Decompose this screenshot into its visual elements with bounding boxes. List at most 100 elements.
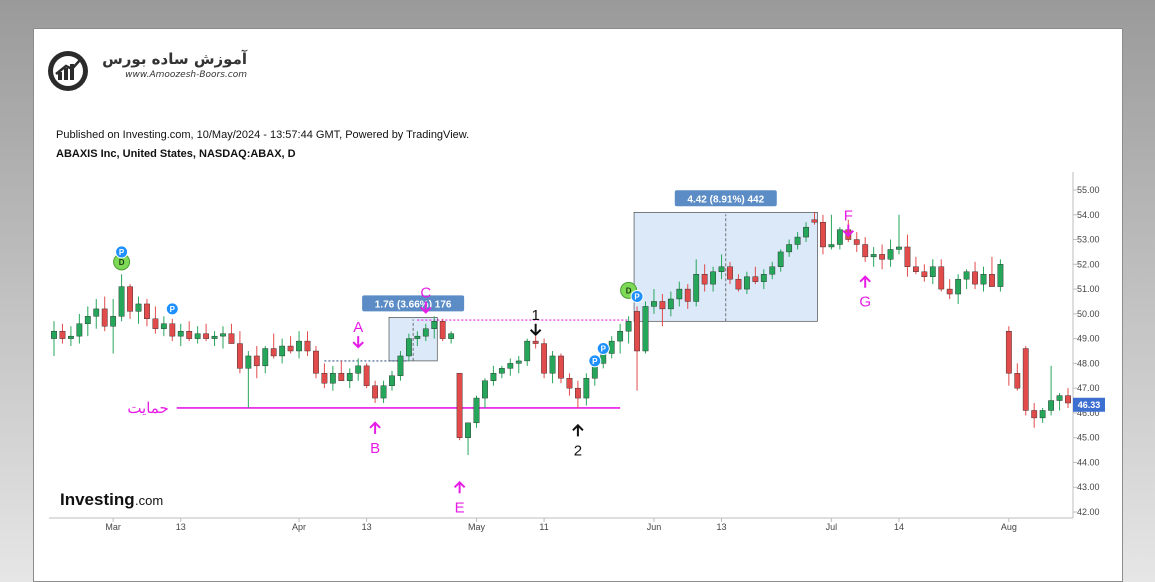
candle-body — [169, 323, 176, 337]
candle-body — [887, 249, 894, 260]
candle-body — [110, 316, 117, 327]
candle-body — [473, 397, 480, 424]
x-tick-label: 13 — [717, 522, 727, 532]
annotation-label: 1 — [531, 307, 539, 324]
support-label: حمایت — [127, 400, 168, 417]
candle-body — [1014, 373, 1021, 389]
candle-body — [836, 229, 843, 245]
last-price-badge: 46.33 — [1073, 397, 1105, 412]
candle-body — [236, 343, 243, 369]
published-line: Published on Investing.com, 10/May/2024 … — [56, 129, 470, 141]
pattern-marker — [630, 290, 644, 304]
candle-body — [1022, 348, 1029, 411]
y-tick-label: 49.00 — [1077, 334, 1100, 344]
candle-body — [363, 365, 370, 386]
candle-body — [220, 333, 226, 337]
candle-body — [296, 340, 302, 352]
logo-url: www.Amoozesh-Boors.com — [125, 70, 247, 80]
candle-body — [152, 318, 159, 329]
candle-body — [651, 301, 657, 307]
candle-body — [820, 222, 826, 248]
annotation-arrow — [369, 421, 381, 434]
candle-body — [498, 368, 505, 374]
candle-body — [853, 239, 860, 245]
candle-body — [735, 278, 742, 290]
watermark-suffix: .com — [135, 493, 163, 508]
annotation-arrow — [352, 336, 364, 349]
line-layer: حمایت — [127, 319, 629, 417]
candle-body — [532, 340, 539, 344]
candle-body — [566, 378, 573, 389]
candle-body — [465, 422, 471, 438]
candle-body — [1031, 410, 1038, 419]
candle-body — [1048, 400, 1055, 411]
candle-body — [59, 330, 66, 339]
logo-title: آموزش ساده بورس — [102, 50, 247, 68]
candle-body — [1065, 395, 1071, 404]
candle-body — [287, 345, 294, 352]
candle-body — [490, 373, 497, 381]
candle-body — [194, 333, 201, 339]
candle-body — [701, 274, 708, 285]
candle-body — [338, 373, 345, 381]
candle-body — [482, 380, 488, 399]
candle-body — [642, 306, 649, 352]
candle-body — [321, 373, 328, 384]
candle-body — [676, 288, 683, 300]
measure-label: 1.76 (3.66%) 176 — [375, 299, 452, 310]
pattern-marker — [165, 302, 179, 316]
x-tick-label: Jun — [647, 522, 662, 532]
candle-body — [101, 308, 108, 327]
candle-body — [777, 251, 784, 267]
candle-body — [870, 254, 877, 258]
y-tick-label: 44.00 — [1077, 457, 1100, 467]
candle-body — [389, 375, 395, 386]
last-price-label: 46.33 — [1078, 400, 1101, 410]
annotation-label: F — [844, 208, 853, 225]
annotation-label: 2 — [574, 442, 582, 459]
candle-body — [769, 266, 776, 275]
candle-body — [862, 244, 869, 258]
last-price-bg — [1073, 397, 1105, 412]
x-tick-label: 11 — [539, 522, 548, 532]
candle-body — [279, 345, 286, 357]
candle-body — [524, 340, 531, 362]
annotation-arrow — [859, 275, 871, 288]
candle-body — [955, 278, 962, 295]
measure-label-bg — [674, 190, 777, 207]
candle-body — [718, 266, 725, 272]
candle-body — [228, 333, 235, 344]
candle-body — [659, 301, 666, 310]
candle-body — [684, 288, 691, 302]
annotation-arrow — [572, 423, 584, 437]
annotation-arrow — [529, 323, 542, 337]
marker-letter: P — [119, 248, 125, 257]
candle-body — [456, 373, 463, 438]
candle-body — [380, 385, 387, 399]
candle-body — [253, 355, 260, 367]
measure-label: 4.42 (8.91%) 442 — [687, 194, 764, 205]
chart-panel — [33, 28, 1123, 582]
y-tick-label: 43.00 — [1077, 482, 1100, 492]
candle-body — [144, 303, 150, 320]
candle-body — [760, 274, 767, 282]
y-tick-label: 54.00 — [1077, 210, 1100, 220]
candle-body — [313, 350, 319, 374]
annotation-arrow — [453, 480, 466, 494]
candle-body — [549, 355, 556, 374]
candle-body — [904, 246, 911, 267]
candle-body — [51, 330, 57, 339]
candle-body — [414, 335, 421, 339]
candle-body — [667, 298, 674, 310]
candle-body — [93, 308, 100, 317]
candle-body — [203, 333, 209, 339]
candle-body — [752, 276, 759, 282]
candle-body — [929, 266, 936, 277]
candle-body — [997, 264, 1004, 287]
annotation-label: G — [859, 294, 871, 311]
candle-body — [76, 323, 83, 337]
y-tick-label: 42.00 — [1077, 507, 1100, 517]
annotation-arrow — [842, 224, 855, 238]
marker-letter: P — [170, 305, 176, 314]
